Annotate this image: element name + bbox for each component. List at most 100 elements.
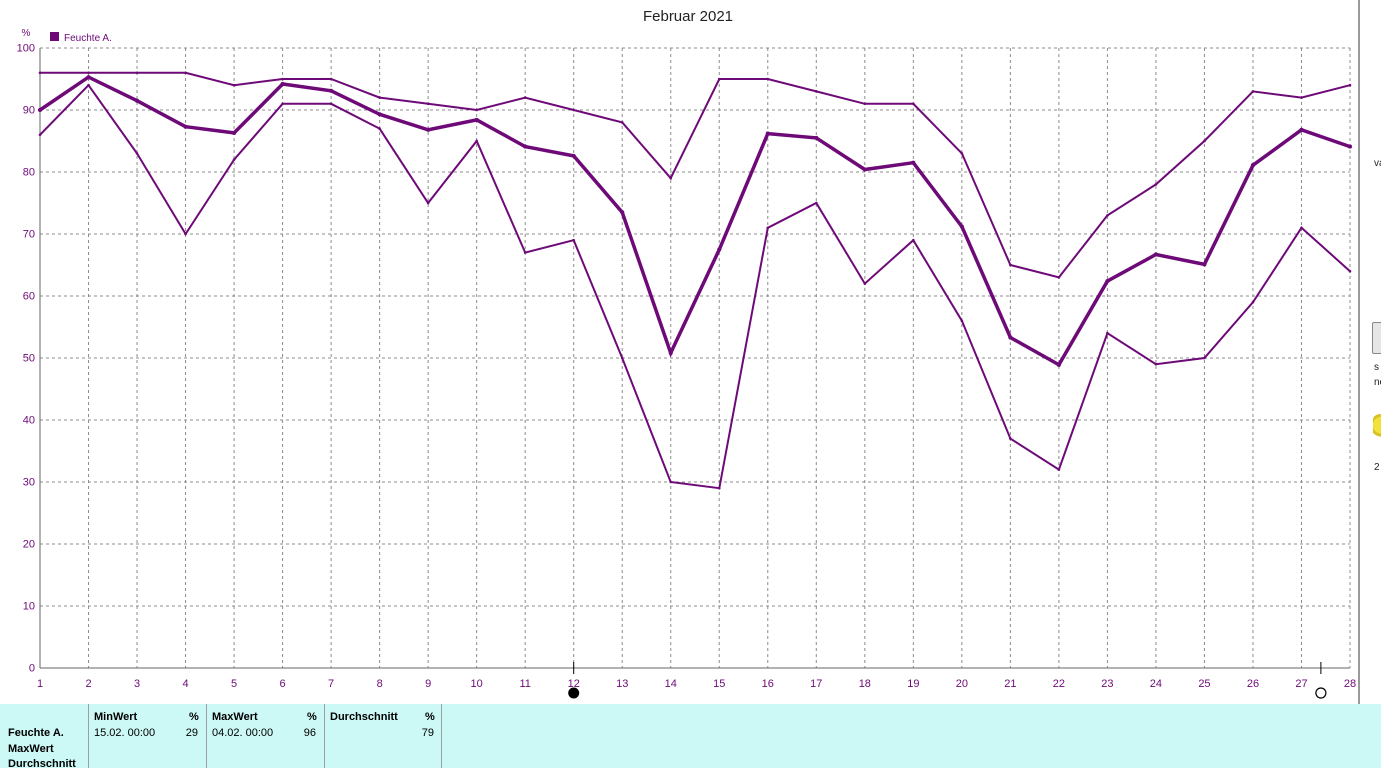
data-point: [572, 238, 576, 242]
row-label-feuchte: Feuchte A.: [8, 727, 64, 739]
x-tick-label: 25: [1198, 678, 1210, 690]
data-point: [766, 77, 770, 81]
data-point: [426, 201, 430, 205]
series-line-3: [39, 83, 1351, 490]
data-point: [1057, 276, 1061, 279]
y-tick-label: 0: [29, 663, 35, 675]
data-point: [37, 107, 43, 113]
max-unit: %: [307, 711, 317, 723]
data-point: [1300, 96, 1303, 99]
y-tick-label: 100: [17, 43, 35, 55]
data-point: [1300, 226, 1303, 230]
data-point: [1105, 279, 1110, 284]
data-point: [1202, 262, 1207, 267]
data-point: [814, 135, 819, 140]
y-tick-label: 40: [23, 415, 35, 427]
data-point: [38, 71, 42, 75]
data-point: [281, 102, 284, 106]
x-tick-label: 14: [665, 678, 677, 690]
x-tick-label: 5: [231, 678, 237, 690]
chart-title: Februar 2021: [643, 8, 733, 25]
data-point: [329, 102, 333, 106]
x-tick-label: 15: [713, 678, 725, 690]
y-tick-label: 80: [23, 167, 35, 179]
data-point: [669, 480, 673, 484]
max-date: 04.02. 00:00: [212, 727, 274, 739]
x-tick-label: 18: [859, 678, 871, 690]
x-tick-label: 10: [471, 678, 483, 690]
side-button[interactable]: [1372, 322, 1381, 354]
data-point: [1153, 252, 1158, 257]
avg-unit: %: [425, 711, 435, 723]
data-point: [523, 144, 528, 149]
data-point: [863, 282, 867, 285]
column-divider: [88, 704, 89, 768]
data-point: [1251, 90, 1255, 93]
data-point: [184, 232, 187, 236]
x-tick-label: 7: [328, 678, 334, 690]
data-point: [814, 201, 818, 205]
series-line-1: [40, 71, 1351, 279]
column-divider: [324, 704, 325, 768]
data-point: [960, 319, 964, 323]
data-point: [1203, 139, 1206, 143]
data-point: [183, 124, 188, 129]
x-tick-label: 6: [280, 678, 286, 690]
row-label-maxwert: MaxWert: [8, 743, 54, 755]
side-text-fragment: va: [1374, 158, 1381, 169]
data-point: [912, 238, 915, 242]
data-point: [620, 121, 624, 124]
data-point: [1251, 300, 1255, 304]
data-point: [766, 226, 770, 230]
x-tick-label: 1: [37, 678, 43, 690]
side-text-fragment: s: [1374, 362, 1379, 373]
data-point: [329, 88, 334, 93]
legend-label: Feuchte A.: [64, 33, 112, 44]
data-point: [959, 224, 964, 229]
data-point: [1154, 183, 1158, 186]
avg-header: Durchschnitt: [330, 711, 398, 723]
min-date: 15.02. 00:00: [94, 727, 156, 739]
y-axis-unit: %: [22, 28, 31, 39]
side-panel-edge: va s ne 2: [1358, 0, 1381, 704]
x-tick-label: 17: [810, 678, 822, 690]
column-divider: [206, 704, 207, 768]
min-value: 29: [185, 727, 198, 739]
max-value: 96: [303, 727, 316, 739]
data-point: [38, 133, 42, 137]
x-tick-label: 23: [1101, 678, 1113, 690]
data-point: [232, 130, 237, 135]
data-point: [1154, 362, 1158, 366]
data-point: [620, 356, 624, 360]
data-point: [378, 96, 381, 99]
data-point: [135, 71, 139, 75]
data-point: [1009, 437, 1012, 440]
data-point: [765, 131, 770, 136]
x-tick-label: 20: [956, 678, 968, 690]
y-tick-label: 30: [23, 477, 35, 489]
data-point: [814, 90, 818, 93]
data-point: [620, 210, 625, 215]
data-point: [87, 83, 90, 87]
data-point: [475, 108, 478, 112]
data-point: [960, 152, 964, 155]
data-point: [281, 77, 284, 81]
y-tick-label: 20: [23, 539, 35, 551]
min-header: MinWert: [94, 711, 138, 723]
data-point: [1348, 83, 1352, 87]
y-tick-label: 60: [23, 291, 35, 303]
data-point: [135, 152, 139, 155]
x-tick-label: 24: [1150, 678, 1162, 690]
y-tick-label: 70: [23, 229, 35, 241]
x-tick-label: 11: [519, 678, 530, 690]
side-text-fragment: 2: [1374, 462, 1380, 473]
y-tick-label: 10: [23, 601, 35, 613]
x-tick-label: 9: [425, 678, 431, 690]
data-point: [1299, 127, 1304, 132]
data-point: [1203, 356, 1206, 360]
new-moon-icon: [568, 687, 580, 699]
x-tick-label: 4: [182, 678, 188, 690]
x-tick-label: 28: [1344, 678, 1356, 690]
data-point: [1008, 335, 1013, 340]
x-tick-label: 3: [134, 678, 140, 690]
